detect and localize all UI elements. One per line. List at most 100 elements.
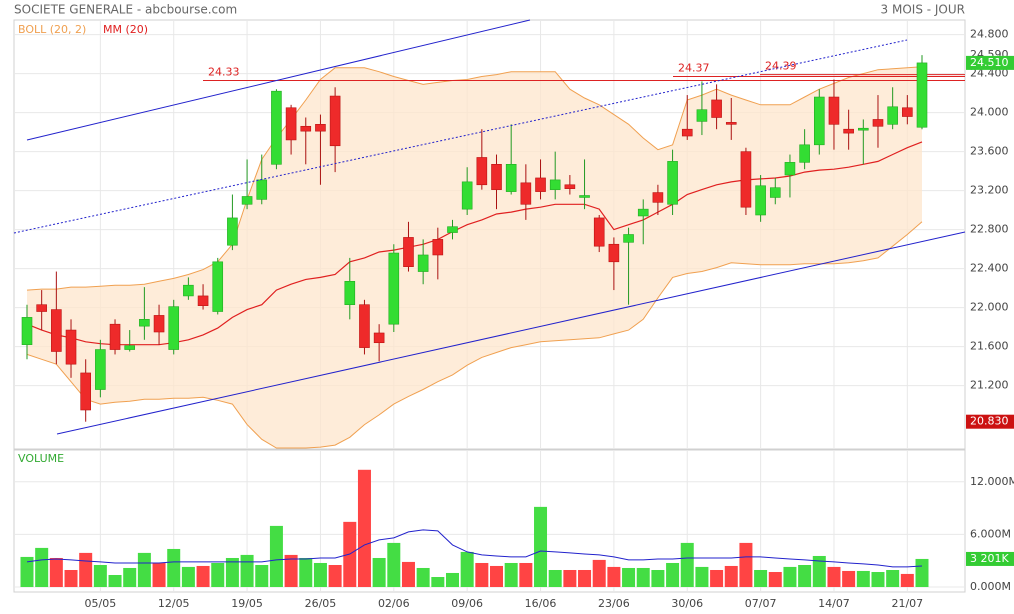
- volume-bar: [401, 561, 415, 588]
- candle-body: [652, 192, 664, 203]
- candle-body: [153, 315, 165, 333]
- x-tick-label: 07/07: [745, 597, 777, 610]
- y-tick-label: 23.200: [970, 184, 1009, 197]
- x-tick-label: 19/05: [231, 597, 263, 610]
- volume-bar: [783, 566, 797, 588]
- candle-body: [417, 254, 429, 272]
- candle-body: [95, 349, 106, 390]
- volume-bar: [519, 562, 533, 588]
- volume-bar: [739, 542, 753, 588]
- candle-body: [887, 106, 898, 125]
- level-label: 24.33: [208, 65, 240, 78]
- volume-bar: [856, 570, 870, 588]
- price-badge: [966, 414, 1014, 429]
- volume-bar: [313, 562, 327, 588]
- volume-bar: [563, 569, 577, 588]
- volume-bar: [578, 569, 592, 588]
- volume-bar: [710, 569, 724, 588]
- candle-body: [432, 239, 444, 256]
- candle-body: [843, 128, 854, 134]
- y-tick-label: 22.000: [970, 301, 1009, 314]
- candle-body: [813, 96, 825, 146]
- x-tick-label: 30/06: [671, 597, 703, 610]
- volume-bar: [357, 469, 371, 588]
- candle-body: [139, 319, 150, 327]
- candle-body: [51, 309, 62, 352]
- volume-bar: [475, 562, 489, 588]
- candle-body: [593, 217, 605, 247]
- candle-body: [227, 217, 238, 246]
- candle-body: [858, 127, 869, 131]
- volume-bar: [35, 547, 49, 588]
- volume-bar: [812, 555, 826, 588]
- candle-body: [168, 306, 180, 350]
- volume-bar: [534, 506, 548, 588]
- volume-bar: [842, 570, 856, 588]
- candle-body: [755, 185, 766, 216]
- candle-body: [271, 90, 282, 165]
- candle-body: [872, 119, 884, 127]
- candle-body: [520, 182, 532, 205]
- candle-body: [315, 124, 326, 132]
- candle-body: [285, 107, 297, 141]
- x-tick-label: 14/07: [818, 597, 850, 610]
- candle-body: [36, 304, 47, 312]
- volume-bar: [196, 565, 210, 588]
- volume-bar: [108, 574, 122, 588]
- volume-bar: [680, 542, 694, 588]
- volume-bar: [255, 564, 269, 588]
- candle-body: [828, 96, 840, 125]
- candle-body: [373, 332, 385, 344]
- volume-bar: [284, 554, 298, 588]
- x-tick-label: 16/06: [525, 597, 557, 610]
- chart-subtitle: 3 MOIS - JOUR: [881, 3, 965, 17]
- candle-body: [491, 164, 502, 190]
- volume-bar: [240, 554, 254, 588]
- candle-body: [505, 164, 517, 192]
- volume-bar: [372, 557, 386, 588]
- y-tick-label: 6.000M: [970, 527, 1011, 540]
- bollinger-band: [27, 66, 922, 449]
- bollinger-line: [26, 66, 923, 291]
- candle-body: [388, 252, 400, 325]
- candle-body: [667, 161, 678, 205]
- candle-body: [403, 237, 414, 267]
- volume-layer: [20, 469, 929, 588]
- x-tick-label: 09/06: [451, 597, 483, 610]
- candle-body: [80, 372, 91, 411]
- legend-entry: BOLL (20, 2): [18, 23, 86, 36]
- candle-body: [564, 184, 576, 189]
- candle-body: [608, 243, 620, 263]
- candle-body: [344, 280, 356, 305]
- candle-body: [183, 284, 194, 297]
- volume-badge: [966, 551, 1014, 566]
- legend-entry: MM (20): [103, 23, 148, 36]
- y-tick-label: 21.600: [970, 340, 1009, 353]
- candle-body: [696, 109, 708, 122]
- price-layer: 24.33 24.37 24.39: [21, 55, 965, 449]
- volume-bar: [768, 572, 782, 588]
- candle-body: [109, 323, 121, 350]
- volume-bar: [504, 562, 518, 588]
- price-badge-label: 24.510: [970, 56, 1009, 69]
- x-tick-label: 12/05: [158, 597, 190, 610]
- candle-body: [579, 195, 590, 198]
- volume-bar: [666, 562, 680, 588]
- candle-body: [476, 157, 488, 186]
- x-tick-label: 05/05: [85, 597, 117, 610]
- volume-bar: [49, 557, 63, 588]
- volume-bar: [269, 525, 283, 588]
- axes-layer: 21.200 21.600 22.000 22.400 22.800 23.200 23.6…: [85, 28, 1014, 610]
- level-label: 24.39: [765, 60, 797, 73]
- volume-title: VOLUME: [18, 452, 64, 465]
- trend-line: [56, 231, 966, 435]
- price-badge-label: 20.830: [970, 415, 1009, 428]
- volume-bar: [592, 559, 606, 588]
- candle-body: [535, 177, 546, 192]
- volume-bar: [445, 572, 459, 588]
- candle-body: [916, 62, 928, 128]
- y-tick-label: 0.000M: [970, 580, 1011, 593]
- candle-body: [256, 179, 268, 200]
- volume-bar: [387, 542, 401, 588]
- y-tick-label: 12.000M: [970, 475, 1014, 488]
